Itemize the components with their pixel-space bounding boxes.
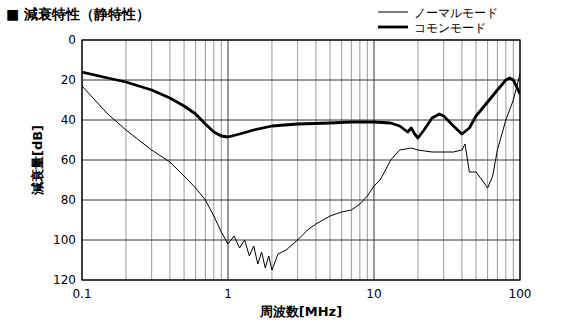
y-grid [82,80,520,81]
x-tick-label: 100 [509,287,532,301]
x-axis-label: 周波数[MHz] [259,304,342,319]
plot-frame [82,40,520,280]
y-grid [82,120,520,121]
legend-label: ノーマルモード [414,6,498,20]
plot-area [82,72,520,270]
y-grid [82,200,520,201]
y-tick-label: 80 [61,193,76,207]
y-tick-label: 20 [61,73,76,87]
x-tick-label: 0.1 [72,287,91,301]
y-tick-label: 60 [61,153,76,167]
chart: ■ 減衰特性（静特性） 0.1 1 10 100 0 20 40 60 80 100 120 周波数[M… [0,0,583,325]
legend-label: コモンモード [414,21,486,35]
legend-swatch [378,26,408,29]
y-tick-label: 0 [68,33,76,47]
series-line [82,72,520,138]
legend-swatch [378,12,408,13]
y-axis-label: 減衰量[dB] [30,125,45,196]
y-grid [82,160,520,161]
x-tick-label: 10 [366,287,381,301]
title: ■ 減衰特性（静特性） [6,6,150,22]
y-tick-label: 120 [53,273,76,287]
y-grid [82,240,520,241]
series-line [82,74,520,270]
x-tick-label: 1 [224,287,232,301]
y-tick-label: 100 [53,233,76,247]
y-tick-label: 40 [61,113,76,127]
